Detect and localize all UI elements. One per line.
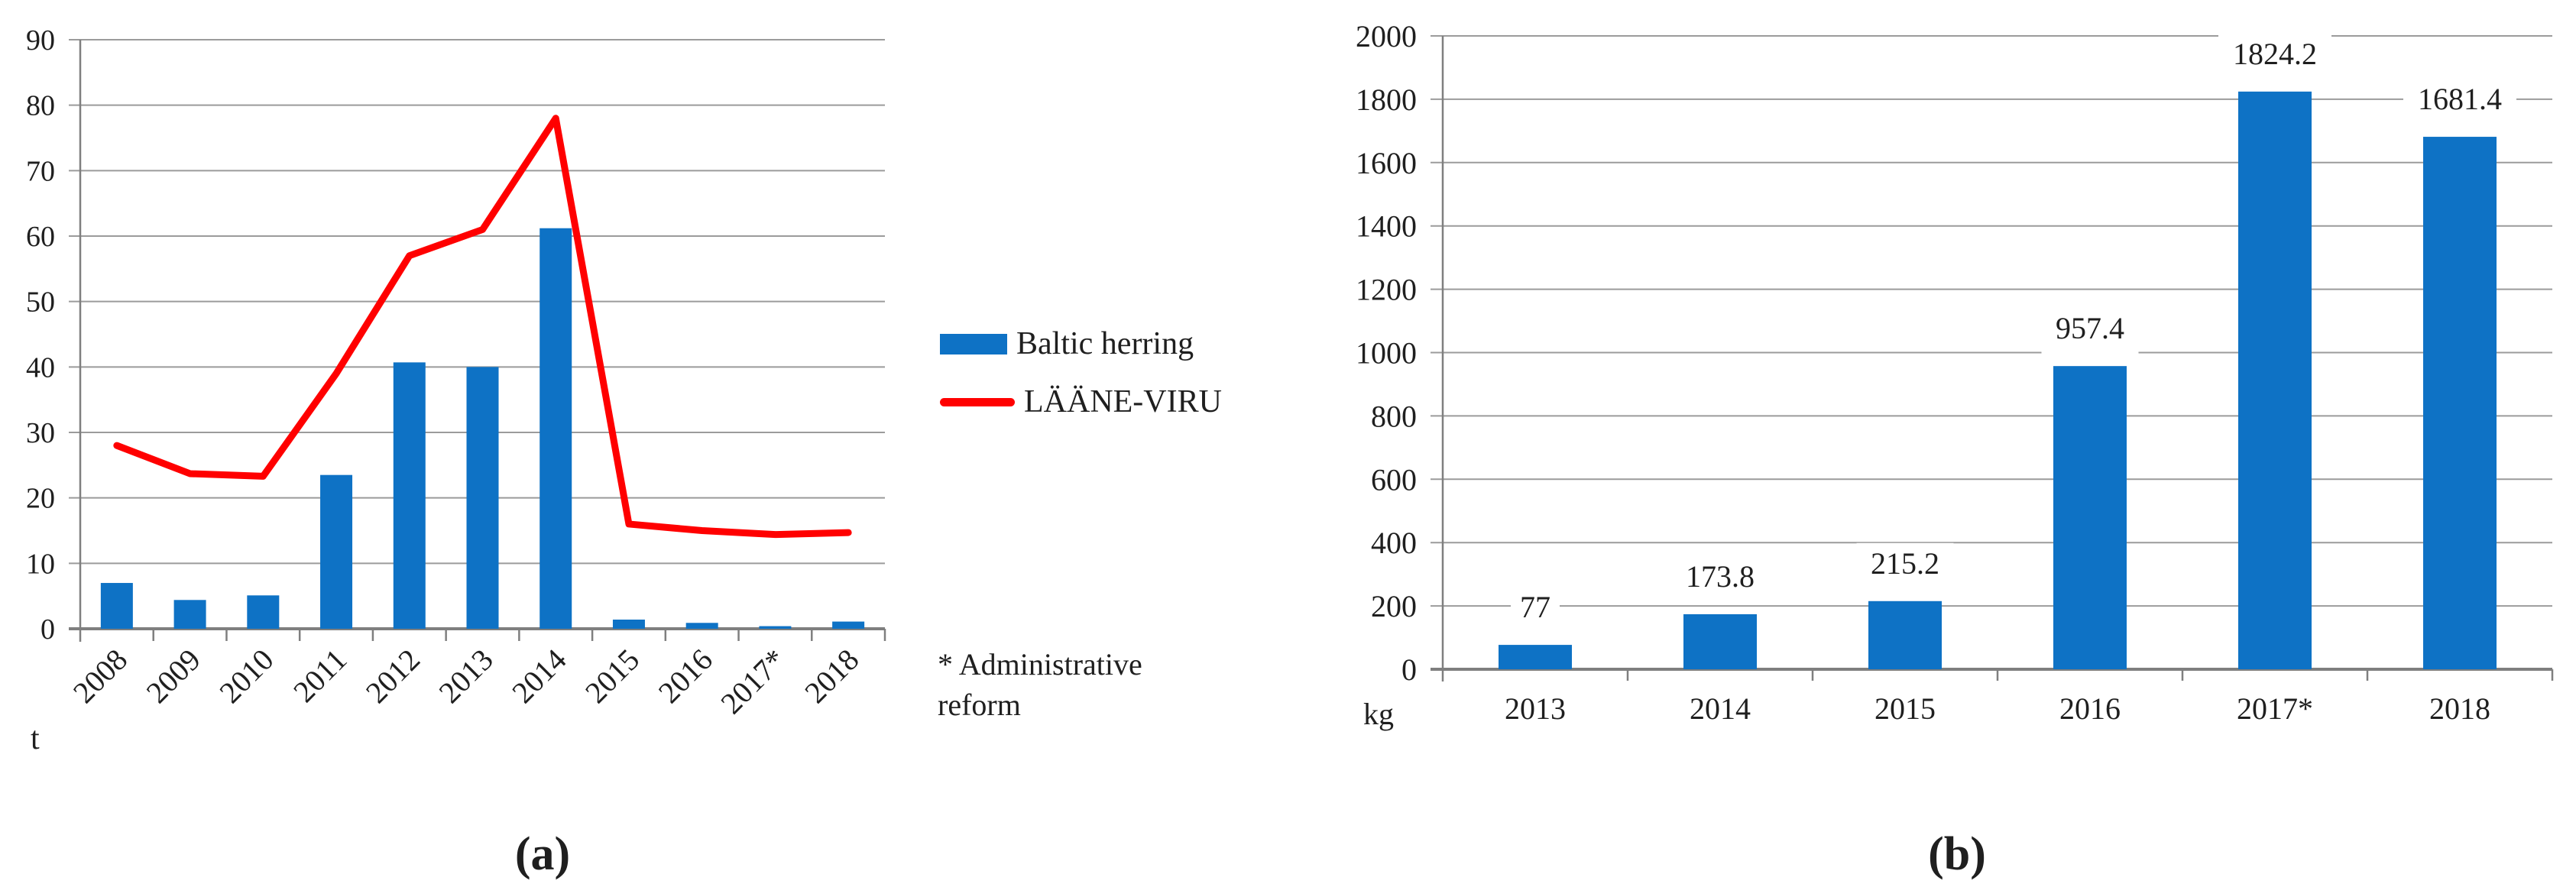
caption-b: (b) [1928, 828, 1986, 880]
bar-2012 [393, 362, 426, 629]
bar-2018 [2423, 137, 2497, 669]
legend: Baltic herring LÄÄNE-VIRU [940, 325, 1222, 420]
legend-label: Baltic herring [1016, 326, 1194, 361]
bar-2013 [1499, 645, 1572, 669]
y-tick-label: 1000 [1356, 336, 1417, 371]
y-tick-label: 70 [26, 155, 55, 187]
bar-2008 [100, 583, 133, 629]
x-tick-label: 2018 [798, 643, 865, 710]
footnote-administrative-reform: * Administrative reform [938, 647, 1142, 722]
data-label-2013: 77 [1520, 590, 1550, 624]
y-tick-label: 1400 [1356, 209, 1417, 244]
x-tick-label: 2012 [359, 643, 426, 710]
bar-2015 [612, 620, 645, 629]
data-label-2016: 957.4 [2056, 311, 2124, 345]
bar-2013 [466, 367, 499, 629]
y-tick-label: 20 [26, 483, 55, 515]
y-tick-label: 90 [26, 24, 55, 57]
bar-2011 [320, 474, 353, 629]
caption-a: (a) [514, 828, 571, 880]
x-tick-label: 2011 [287, 643, 353, 709]
y-tick-label: 40 [26, 351, 55, 384]
y-tick-label: 1200 [1356, 273, 1417, 307]
y-tick-label: 10 [26, 548, 55, 580]
x-tick-label: 2018 [2429, 691, 2490, 726]
data-label-bg [1511, 587, 1560, 635]
y-tick-label: 0 [41, 613, 55, 646]
data-label-bg [2041, 308, 2139, 356]
bar-2016 [2053, 366, 2127, 669]
data-label-bg [2218, 33, 2331, 81]
data-label-bg [1671, 555, 1769, 604]
bar-2017* [759, 626, 792, 629]
bar-2017* [2238, 91, 2312, 670]
y-tick-label: 80 [26, 90, 55, 122]
y-tick-label: 30 [26, 417, 55, 449]
y-tick-label: 2000 [1356, 19, 1417, 53]
x-tick-label: 2014 [505, 643, 572, 710]
y-tick-label: 50 [26, 286, 55, 319]
data-label-2015: 215.2 [1871, 546, 1939, 581]
y-axis-unit-label: kg [1363, 697, 1394, 731]
x-tick-label: 2013 [1505, 691, 1566, 726]
bar-2014 [1683, 613, 1757, 669]
y-tick-label: 400 [1371, 526, 1417, 560]
data-label-2017*: 1824.2 [2233, 37, 2317, 71]
x-tick-label: 2009 [140, 643, 207, 710]
y-tick-label: 1800 [1356, 83, 1417, 117]
y-tick-label: 60 [26, 221, 55, 253]
data-label-2014: 173.8 [1686, 559, 1755, 594]
legend-item-laane-viru: LÄÄNE-VIRU [940, 384, 1222, 420]
x-tick-label: 2017* [714, 643, 792, 721]
y-tick-label: 600 [1371, 462, 1417, 497]
y-tick-label: 1600 [1356, 146, 1417, 180]
legend-label: LÄÄNE-VIRU [1024, 384, 1222, 419]
x-tick-label: 2017* [2237, 691, 2313, 726]
bar-2010 [247, 595, 280, 629]
bar-2016 [685, 623, 718, 629]
x-tick-label: 2016 [652, 643, 719, 710]
y-tick-label: 0 [1401, 652, 1417, 687]
y-axis-unit-label: t [31, 721, 40, 756]
x-tick-label: 2010 [212, 643, 280, 710]
data-label-bg [1856, 542, 1954, 591]
bar-2015 [1868, 601, 1942, 669]
data-label-2018: 1681.4 [2418, 82, 2502, 116]
chart-b: 0 200 400 600 800 1000 1200 1400 1600 1800 2000 77 1… [1356, 19, 2554, 731]
x-tick-label: 2015 [1874, 691, 1936, 726]
x-tick-label: 2014 [1690, 691, 1751, 726]
y-tick-label: 200 [1371, 589, 1417, 623]
bar-2009 [173, 600, 206, 629]
line-laane-viru [113, 115, 852, 539]
data-label-bg [2403, 79, 2516, 127]
bar-2018 [832, 621, 865, 629]
legend-line-swatch [940, 397, 1015, 406]
x-tick-label: 2013 [432, 643, 499, 710]
bar-2014 [540, 228, 572, 630]
legend-item-baltic-herring: Baltic herring [940, 325, 1222, 362]
x-tick-label: 2008 [66, 643, 134, 710]
legend-bar-swatch [940, 333, 1007, 354]
y-tick-label: 800 [1371, 399, 1417, 433]
x-tick-label: 2016 [2059, 691, 2121, 726]
x-tick-label: 2015 [578, 643, 646, 710]
